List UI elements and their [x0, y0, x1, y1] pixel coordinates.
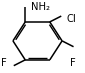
Text: F: F — [1, 58, 6, 68]
Text: F: F — [70, 58, 76, 68]
Text: NH₂: NH₂ — [31, 2, 50, 12]
Text: Cl: Cl — [67, 14, 77, 24]
